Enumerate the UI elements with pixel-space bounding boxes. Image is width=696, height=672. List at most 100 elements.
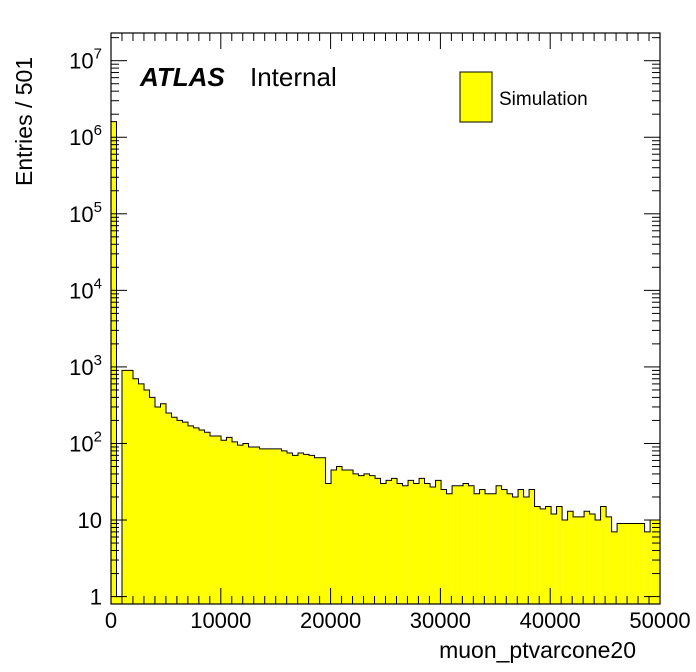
histogram-bin — [545, 506, 552, 604]
histogram-bin — [292, 455, 299, 604]
histogram-bin — [342, 470, 348, 604]
histogram-bin — [380, 483, 387, 604]
histogram-bin — [606, 516, 612, 604]
histogram-bin — [573, 516, 579, 604]
histogram-bin — [232, 441, 238, 604]
y-tick-label: 103 — [69, 352, 102, 380]
histogram-bin — [479, 489, 486, 604]
histogram-bin — [463, 483, 469, 604]
histogram-bin — [468, 485, 475, 604]
histogram-bin — [402, 485, 409, 604]
histogram-bin — [265, 448, 271, 604]
histogram-bin — [171, 417, 178, 604]
x-axis-title: muon_ptvarcone20 — [439, 637, 636, 663]
histogram-bin — [347, 470, 354, 604]
x-tick-label: 30000 — [410, 608, 471, 633]
histogram-bin — [441, 489, 447, 604]
histogram-bin — [122, 370, 128, 604]
histogram-bin — [650, 520, 656, 604]
atlas-label: ATLAS — [139, 62, 225, 92]
histogram-bin — [336, 466, 343, 604]
histogram-bin — [452, 485, 458, 604]
histogram-bin — [325, 483, 332, 604]
histogram-bin — [314, 457, 321, 604]
histogram-bin — [254, 446, 260, 604]
histogram-bin — [496, 485, 502, 604]
histogram-bin — [446, 493, 453, 604]
histogram-bin — [391, 478, 398, 604]
histogram-bin — [199, 429, 205, 604]
histogram-bin — [116, 596, 123, 604]
histogram-bin — [270, 448, 277, 604]
histogram-bin — [193, 427, 200, 604]
histogram-bin — [248, 446, 255, 604]
histogram-bin — [149, 397, 156, 604]
histogram-bin — [419, 478, 425, 604]
histogram-bin — [512, 496, 519, 604]
histogram-bin — [298, 453, 304, 604]
y-tick-label: 102 — [69, 428, 102, 456]
histogram-bin — [578, 516, 585, 604]
y-tick-label: 10 — [78, 508, 102, 533]
histogram-bin — [111, 121, 117, 605]
histogram-bin — [584, 511, 590, 604]
histogram-bin — [595, 520, 601, 604]
histogram-bin — [567, 511, 574, 604]
histogram-bin — [633, 523, 640, 604]
histogram-bin — [628, 523, 634, 604]
histogram-bin — [204, 432, 211, 604]
histogram-bin — [529, 489, 535, 604]
histogram-bin — [369, 475, 376, 604]
histogram-bin — [287, 453, 293, 604]
histogram-bin — [397, 483, 403, 604]
histogram-bin — [457, 485, 464, 604]
histogram-bin — [221, 440, 227, 604]
axis-ticks — [110, 33, 661, 604]
histogram-bin — [320, 457, 326, 604]
histogram-bin — [386, 480, 392, 604]
y-tick-labels: 1 10 102 103 104 105 106 107 — [69, 46, 102, 610]
histogram-bin — [507, 493, 513, 604]
legend-swatch-simulation — [459, 71, 493, 123]
histogram-bin — [523, 496, 530, 604]
histogram-bin — [281, 450, 288, 604]
histogram-bin — [182, 422, 189, 604]
histogram-bin — [474, 493, 480, 604]
histogram-bin — [138, 383, 145, 604]
x-tick-label: 20000 — [300, 608, 361, 633]
histogram-bin — [424, 483, 431, 604]
x-tick-label: 0 — [105, 608, 117, 633]
y-tick-label: 1 — [90, 585, 102, 610]
histogram-bin — [622, 523, 629, 604]
histogram-bin — [534, 506, 541, 604]
histogram-bin — [276, 448, 282, 604]
histogram-bin — [518, 489, 524, 604]
y-tick-label: 104 — [69, 275, 102, 303]
x-tick-label: 40000 — [520, 608, 581, 633]
histogram-bin — [413, 483, 420, 604]
histogram-bin — [331, 470, 337, 604]
histogram-bin — [501, 489, 508, 604]
y-tick-label: 106 — [69, 122, 102, 150]
histogram-bin — [210, 436, 216, 604]
histogram-bin — [166, 413, 172, 604]
x-tick-labels: 0 10000 20000 30000 40000 50000 — [105, 608, 691, 633]
histogram-bin — [600, 506, 607, 604]
y-axis-title: Entries / 501 — [11, 57, 37, 186]
legend: Simulation — [459, 71, 588, 123]
histogram-bin — [364, 473, 370, 604]
histogram-bin — [435, 480, 442, 604]
histogram-bin — [353, 473, 359, 604]
histogram-bin — [485, 493, 491, 604]
y-tick-label: 105 — [69, 199, 102, 227]
histogram-bin — [133, 378, 139, 604]
y-tick-label: 107 — [69, 46, 102, 74]
histogram-bin — [160, 403, 167, 604]
histogram-bin — [358, 475, 365, 604]
internal-label: Internal — [250, 62, 337, 92]
histogram-outline — [110, 121, 661, 604]
histogram-bin — [639, 523, 645, 604]
histogram-bin — [408, 480, 414, 604]
histogram-bin — [589, 513, 596, 604]
histogram-bin — [551, 513, 557, 604]
